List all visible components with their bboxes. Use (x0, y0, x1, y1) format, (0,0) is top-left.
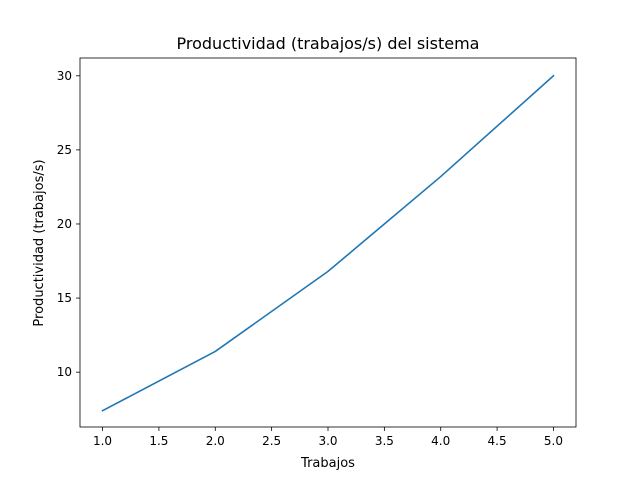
x-tick-label: 4.0 (431, 434, 450, 448)
x-tick-label: 1.0 (93, 434, 112, 448)
plot-frame (79, 57, 577, 428)
y-tick-label: 15 (57, 291, 72, 305)
x-tick-label: 3.5 (375, 434, 394, 448)
x-tick-label: 2.5 (262, 434, 281, 448)
y-tick-label: 30 (57, 69, 72, 83)
x-tick-label: 2.0 (206, 434, 225, 448)
y-tick-label: 20 (57, 217, 72, 231)
series-layer (101, 74, 555, 412)
x-axis-ticks: 1.0 1.5 2.0 2.5 3.0 3.5 4.0 4.5 5.0 (93, 427, 563, 448)
x-tick-label: 4.5 (488, 434, 507, 448)
y-axis-label: Productividad (trabajos/s) (32, 159, 47, 326)
x-tick-label: 5.0 (544, 434, 563, 448)
x-axis-label: Trabajos (300, 456, 355, 471)
y-tick-label: 10 (57, 365, 72, 379)
y-axis-ticks: 10 15 20 25 30 (57, 69, 80, 379)
y-tick-label: 25 (57, 143, 72, 157)
chart-title: Productividad (trabajos/s) del sistema (177, 34, 480, 53)
x-tick-label: 1.5 (149, 434, 168, 448)
series-line-0 (101, 74, 555, 412)
x-tick-label: 3.0 (318, 434, 337, 448)
